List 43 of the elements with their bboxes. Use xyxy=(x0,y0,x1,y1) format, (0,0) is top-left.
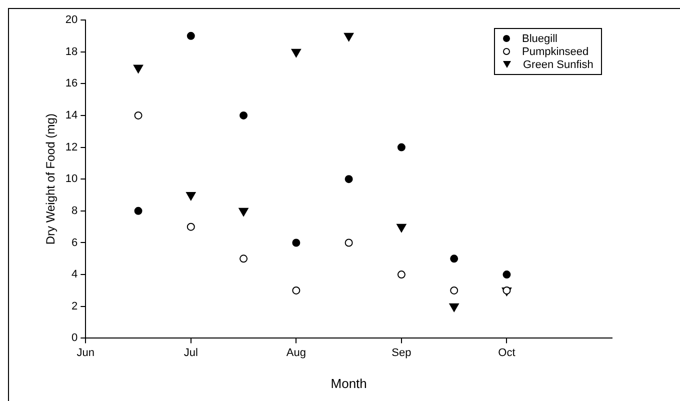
point xyxy=(502,270,511,279)
point xyxy=(292,286,300,294)
point xyxy=(134,206,142,215)
point xyxy=(291,48,302,58)
y-tick-label: 16 xyxy=(65,78,78,90)
y-tick-label: 18 xyxy=(65,46,78,58)
point xyxy=(186,192,196,201)
point xyxy=(133,64,144,74)
x-tick-label: Jul xyxy=(184,346,198,359)
point xyxy=(397,270,406,279)
y-tick-label: 10 xyxy=(65,173,78,186)
point xyxy=(292,238,300,247)
x-tick-label: Jun xyxy=(76,346,95,359)
legend-label: Bluegill xyxy=(522,32,558,44)
y-tick-label: 0 xyxy=(72,332,78,344)
point xyxy=(240,111,248,120)
point xyxy=(186,32,195,40)
x-tick-label: Aug xyxy=(286,346,306,359)
y-tick-label: 2 xyxy=(72,300,78,312)
y-tick-label: 12 xyxy=(65,141,78,154)
y-tick-label: 14 xyxy=(65,109,78,122)
y-tick-label: 6 xyxy=(72,236,78,249)
point xyxy=(344,32,354,42)
point xyxy=(450,254,458,263)
point xyxy=(396,224,406,232)
point xyxy=(450,286,458,294)
point xyxy=(238,208,248,216)
point xyxy=(240,254,248,263)
x-axis-title: Month xyxy=(330,376,367,391)
point xyxy=(397,143,406,152)
legend-label: Pumpkinseed xyxy=(522,46,589,58)
x-tick-label: Oct xyxy=(498,346,516,359)
y-axis-title: Dry Weight of Food (mg) xyxy=(44,114,58,245)
y-tick-label: 20 xyxy=(65,14,78,26)
point xyxy=(186,222,195,231)
point xyxy=(344,238,353,247)
point xyxy=(344,175,353,184)
y-tick-label: 8 xyxy=(72,204,78,217)
legend-label: Green Sunfish xyxy=(523,58,594,70)
y-tick-label: 4 xyxy=(72,268,78,281)
point xyxy=(449,303,459,312)
point xyxy=(134,111,142,120)
x-tick-label: Sep xyxy=(392,346,412,359)
